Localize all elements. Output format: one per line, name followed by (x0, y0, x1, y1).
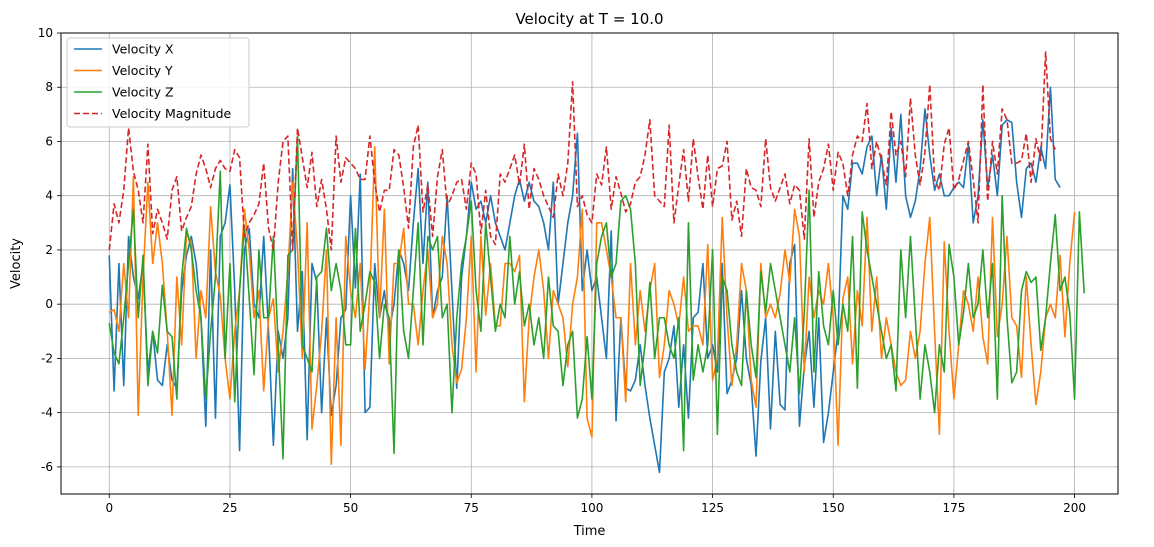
y-tick-label: 0 (45, 297, 53, 311)
x-tick-label: 75 (464, 501, 479, 515)
series-lines (108, 51, 1086, 474)
series-line-velocity-z (108, 135, 1086, 460)
x-tick-label: 25 (222, 501, 237, 515)
legend: Velocity X Velocity Y Velocity Z Velocity M… (66, 37, 250, 128)
x-tick-label: 175 (942, 501, 965, 515)
y-axis-ticks: -6 -4 -2 0 2 4 6 8 10 (38, 26, 61, 474)
y-tick-label: 10 (38, 26, 53, 40)
plot-area-frame (60, 32, 1119, 495)
x-tick-label: 50 (343, 501, 358, 515)
y-tick-label: -2 (41, 351, 53, 365)
legend-label: Velocity Y (112, 63, 173, 78)
series-line-velocity-y (108, 146, 1076, 465)
x-axis-label: Time (573, 524, 606, 539)
y-tick-label: 6 (45, 134, 53, 148)
series-line-velocity-magnitude (108, 51, 1056, 251)
legend-label: Velocity X (112, 42, 174, 57)
x-tick-label: 150 (822, 501, 845, 515)
x-tick-label: 200 (1063, 501, 1086, 515)
legend-frame (66, 37, 250, 128)
x-tick-label: 125 (701, 501, 724, 515)
series-line-velocity-x (108, 86, 1061, 474)
x-tick-label: 0 (105, 501, 113, 515)
x-axis-ticks: 0 25 50 75 100 125 150 175 200 (105, 494, 1086, 515)
y-tick-label: -4 (41, 406, 53, 420)
y-tick-label: 4 (45, 189, 53, 203)
legend-label: Velocity Magnitude (112, 106, 232, 121)
y-tick-label: -6 (41, 460, 53, 474)
y-tick-label: 2 (45, 243, 53, 257)
chart-title: Velocity at T = 10.0 (515, 10, 663, 28)
grid-lines (61, 32, 1118, 494)
y-axis-label: Velocity (9, 238, 24, 289)
legend-label: Velocity Z (112, 85, 174, 100)
y-tick-label: 8 (45, 80, 53, 94)
x-tick-label: 100 (580, 501, 603, 515)
